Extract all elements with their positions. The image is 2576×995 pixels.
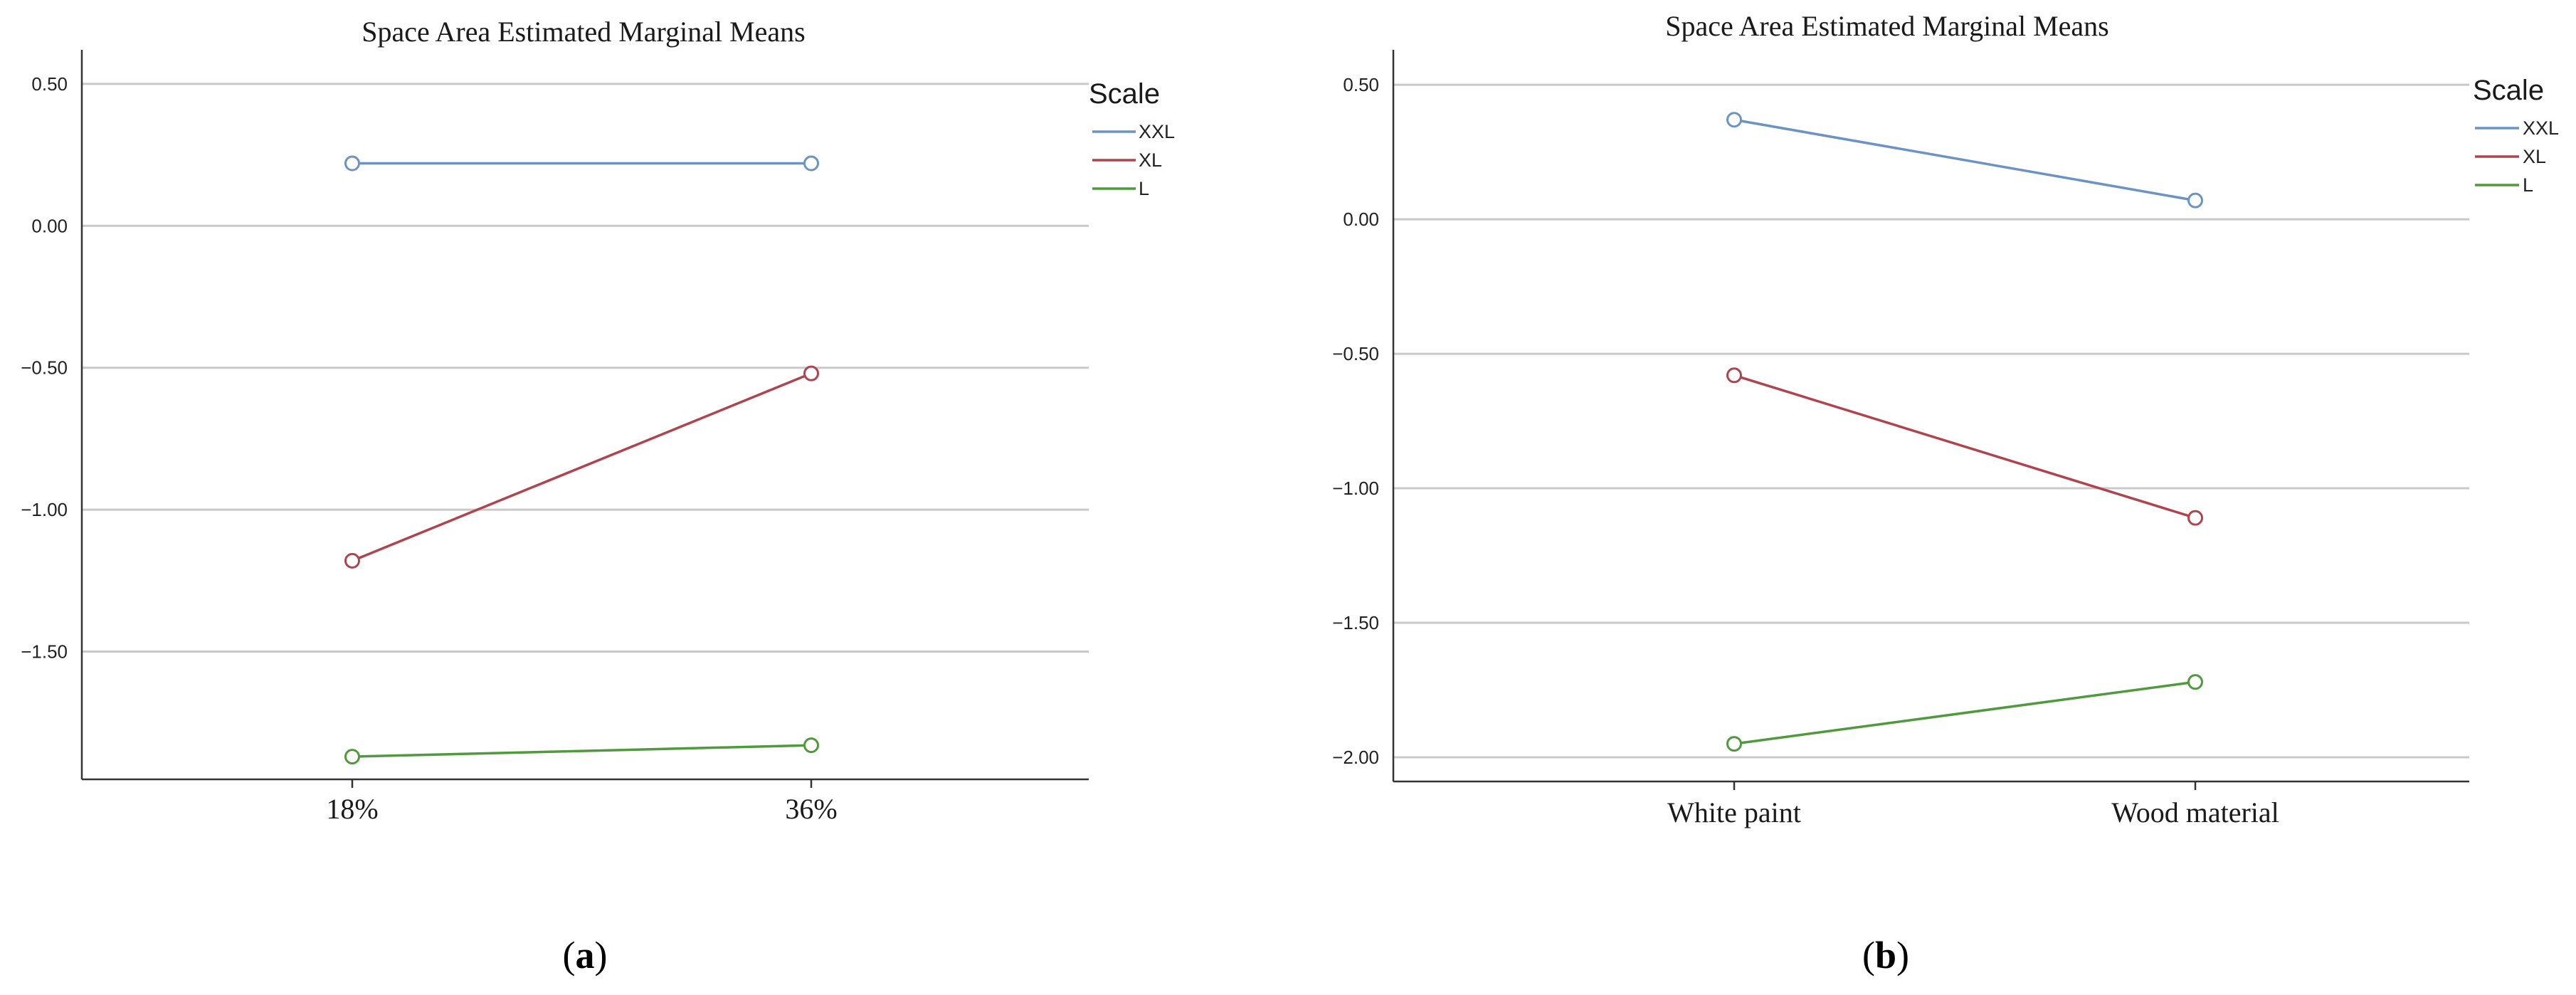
legend-title: Scale [1089, 78, 1160, 110]
panel-caption: (b) [1862, 934, 1909, 976]
series-line-xl [352, 372, 812, 562]
data-point-xl [344, 552, 360, 569]
y-tick-label: 0.50 [1343, 74, 1379, 95]
y-tick-label: −1.00 [21, 499, 68, 520]
legend: Scale XXL XL L [2473, 75, 2559, 196]
caption-letter: b [1875, 934, 1896, 976]
data-point-xl [2187, 510, 2203, 526]
data-point-l [2187, 674, 2203, 690]
y-tick-label: −1.00 [1332, 478, 1379, 499]
series-line-l [1733, 680, 2196, 745]
panel-caption: (a) [563, 934, 608, 976]
y-tick-label: 0.00 [1343, 209, 1379, 230]
chart-title: Space Area Estimated Marginal Means [1665, 10, 2109, 42]
data-point-l [344, 749, 360, 765]
x-tick-label: 36% [785, 793, 837, 825]
chart-title: Space Area Estimated Marginal Means [361, 16, 806, 48]
legend-entry: XL [2523, 146, 2546, 167]
y-tick-label: −0.50 [21, 357, 68, 379]
x-tick-label: 18% [326, 793, 378, 825]
legend-entry: XL [1139, 149, 1162, 171]
data-point-xl [803, 365, 819, 381]
legend-entry: L [1139, 178, 1149, 199]
caption-open: ( [1862, 934, 1875, 976]
data-point-l [803, 737, 819, 754]
legend-entry: L [2523, 174, 2533, 196]
caption-letter: a [576, 934, 595, 976]
x-tick-label: White paint [1667, 796, 1801, 828]
caption-close: ) [595, 934, 608, 976]
chart-panel-b: Space Area Estimated Marginal Means 0.50 0… [1332, 10, 2559, 976]
y-tick-label: −0.50 [1332, 343, 1379, 364]
series-line-xxl [1733, 118, 2196, 202]
y-tick-label: −1.50 [21, 641, 68, 663]
series-line-l [352, 744, 812, 758]
legend-title: Scale [2473, 75, 2544, 106]
x-tick-label: Wood material [2111, 796, 2279, 828]
data-point-xl [1726, 367, 1742, 384]
legend-entry: XXL [2523, 117, 2559, 139]
chart-panel-a: Space Area Estimated Marginal Means 0.50 0… [21, 16, 1175, 976]
y-tick-label: −1.50 [1332, 612, 1379, 633]
legend-entry: XXL [1139, 121, 1175, 142]
legend: Scale XXL XL L [1089, 78, 1175, 199]
data-point-l [1726, 736, 1742, 752]
series-line-xl [1733, 374, 2196, 520]
data-point-xxl [803, 155, 819, 172]
y-tick-label: −2.00 [1332, 747, 1379, 768]
data-point-xxl [344, 155, 360, 172]
y-tick-label: 0.00 [31, 215, 68, 236]
caption-close: ) [1896, 934, 1909, 976]
data-point-xxl [2187, 192, 2203, 209]
y-tick-label: 0.50 [31, 73, 68, 95]
data-point-xxl [1726, 112, 1742, 128]
caption-open: ( [563, 934, 576, 976]
